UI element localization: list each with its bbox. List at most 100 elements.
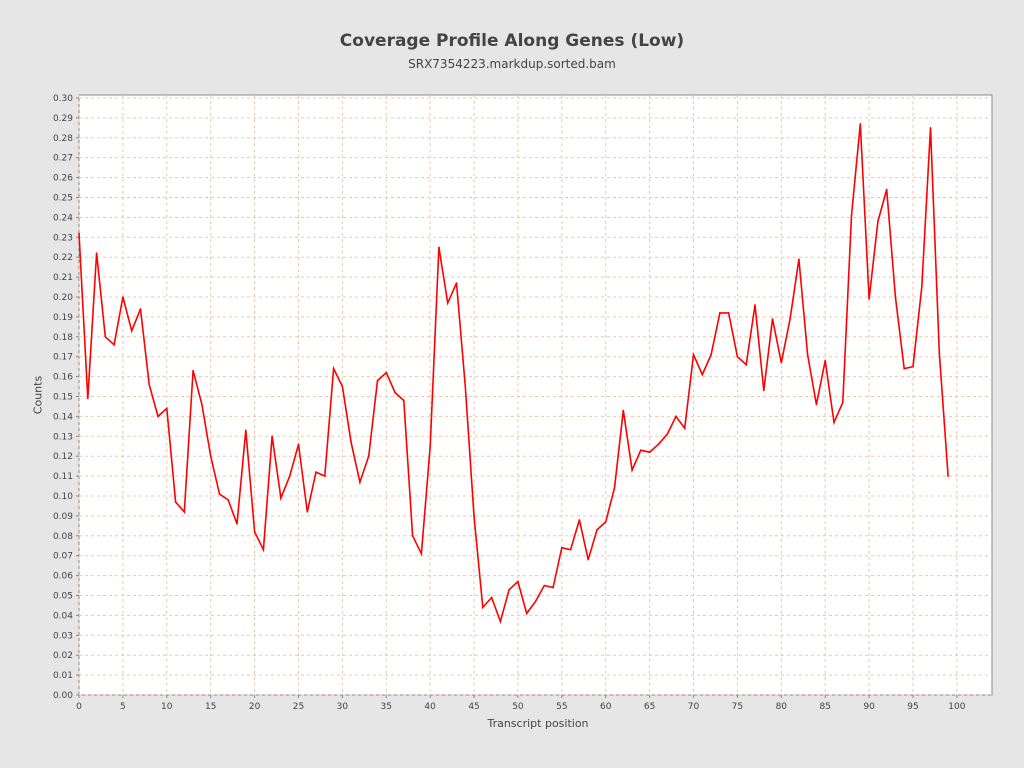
x-tick-label: 45	[468, 702, 479, 712]
data-point	[411, 534, 414, 537]
data-point	[95, 252, 98, 255]
data-point	[587, 558, 589, 561]
x-tick-label: 80	[776, 702, 788, 712]
x-tick-label: 85	[819, 702, 830, 712]
y-tick-label: 0.00	[53, 691, 73, 701]
data-point	[920, 286, 923, 288]
data-point	[113, 343, 115, 346]
data-point	[315, 471, 317, 473]
data-point	[806, 353, 809, 356]
data-point	[789, 318, 791, 320]
data-point	[710, 353, 712, 356]
data-point	[938, 351, 941, 354]
data-point	[403, 399, 405, 402]
y-tick-label: 0.13	[53, 432, 73, 442]
y-tick-label: 0.16	[53, 373, 73, 383]
y-tick-label: 0.14	[53, 412, 73, 422]
data-point	[367, 455, 370, 457]
data-point	[218, 493, 221, 495]
data-point	[692, 353, 695, 356]
data-point	[324, 475, 326, 477]
data-point	[745, 363, 747, 366]
data-point	[148, 383, 151, 386]
data-point	[877, 220, 879, 223]
data-point	[130, 330, 133, 332]
x-tick-label: 70	[688, 702, 700, 712]
data-point	[841, 401, 844, 404]
y-tick-label: 0.17	[53, 353, 73, 363]
y-axis: 0.00 0.01 0.02 0.03 0.04 0.05 0.06 0.07 0.08 0.09…	[53, 94, 79, 701]
data-point	[482, 606, 484, 609]
data-point	[903, 367, 906, 370]
data-point	[850, 214, 853, 217]
data-point	[569, 548, 572, 551]
data-point	[912, 365, 914, 368]
x-tick-label: 75	[732, 702, 743, 712]
y-tick-label: 0.18	[53, 333, 73, 343]
x-tick-label: 15	[205, 702, 216, 712]
data-point	[359, 481, 361, 483]
data-point	[244, 429, 247, 432]
y-tick-label: 0.11	[53, 472, 73, 482]
data-point	[499, 620, 502, 623]
x-tick-label: 55	[556, 702, 567, 712]
y-tick-label: 0.03	[53, 631, 73, 641]
data-point	[947, 475, 949, 477]
data-point	[868, 298, 870, 300]
data-point	[473, 515, 475, 517]
data-point	[525, 612, 528, 615]
y-tick-label: 0.28	[53, 134, 73, 144]
data-point	[438, 246, 440, 249]
data-point	[780, 361, 783, 364]
x-axis: 0 5 10 15 20 25 30 35 40 45 50 55 60 65 70 75 80 85 90 95 10…	[76, 695, 966, 712]
data-point	[78, 232, 80, 235]
x-tick-label: 0	[76, 702, 82, 712]
data-point	[174, 501, 177, 503]
data-point	[859, 123, 862, 125]
data-point	[490, 596, 493, 599]
data-point	[657, 443, 660, 446]
y-tick-label: 0.09	[53, 512, 73, 522]
data-point	[139, 308, 142, 310]
y-tick-label: 0.02	[53, 651, 73, 661]
data-point	[762, 389, 765, 392]
data-point	[885, 188, 888, 191]
y-tick-label: 0.04	[53, 611, 73, 621]
data-point	[86, 397, 89, 400]
data-point	[543, 584, 546, 587]
data-point	[420, 552, 423, 555]
chart-title: Coverage Profile Along Genes (Low)	[339, 31, 685, 51]
data-point	[236, 523, 238, 525]
y-tick-label: 0.23	[53, 233, 73, 243]
data-point	[824, 359, 827, 362]
data-point	[754, 304, 756, 306]
x-tick-label: 95	[907, 702, 918, 712]
data-point	[385, 371, 388, 374]
data-point	[253, 531, 256, 533]
data-point	[517, 580, 519, 583]
data-point	[719, 312, 721, 314]
grid	[78, 95, 992, 696]
data-point	[280, 497, 282, 499]
y-tick-label: 0.01	[53, 671, 73, 681]
data-point	[429, 445, 431, 448]
data-point	[376, 379, 379, 382]
y-tick-label: 0.22	[53, 253, 73, 263]
data-point	[104, 335, 107, 338]
y-tick-label: 0.26	[53, 174, 73, 184]
data-point	[157, 415, 159, 418]
data-point	[534, 600, 537, 603]
data-point	[183, 511, 186, 513]
data-point	[306, 511, 309, 513]
data-point	[297, 443, 300, 446]
x-tick-label: 30	[337, 702, 349, 712]
data-point	[604, 521, 607, 523]
y-tick-label: 0.27	[53, 154, 73, 164]
y-tick-label: 0.08	[53, 532, 73, 542]
data-point	[201, 403, 203, 406]
y-tick-label: 0.07	[53, 552, 73, 562]
x-tick-label: 40	[424, 702, 436, 712]
data-point	[288, 475, 291, 477]
data-point	[666, 433, 668, 436]
